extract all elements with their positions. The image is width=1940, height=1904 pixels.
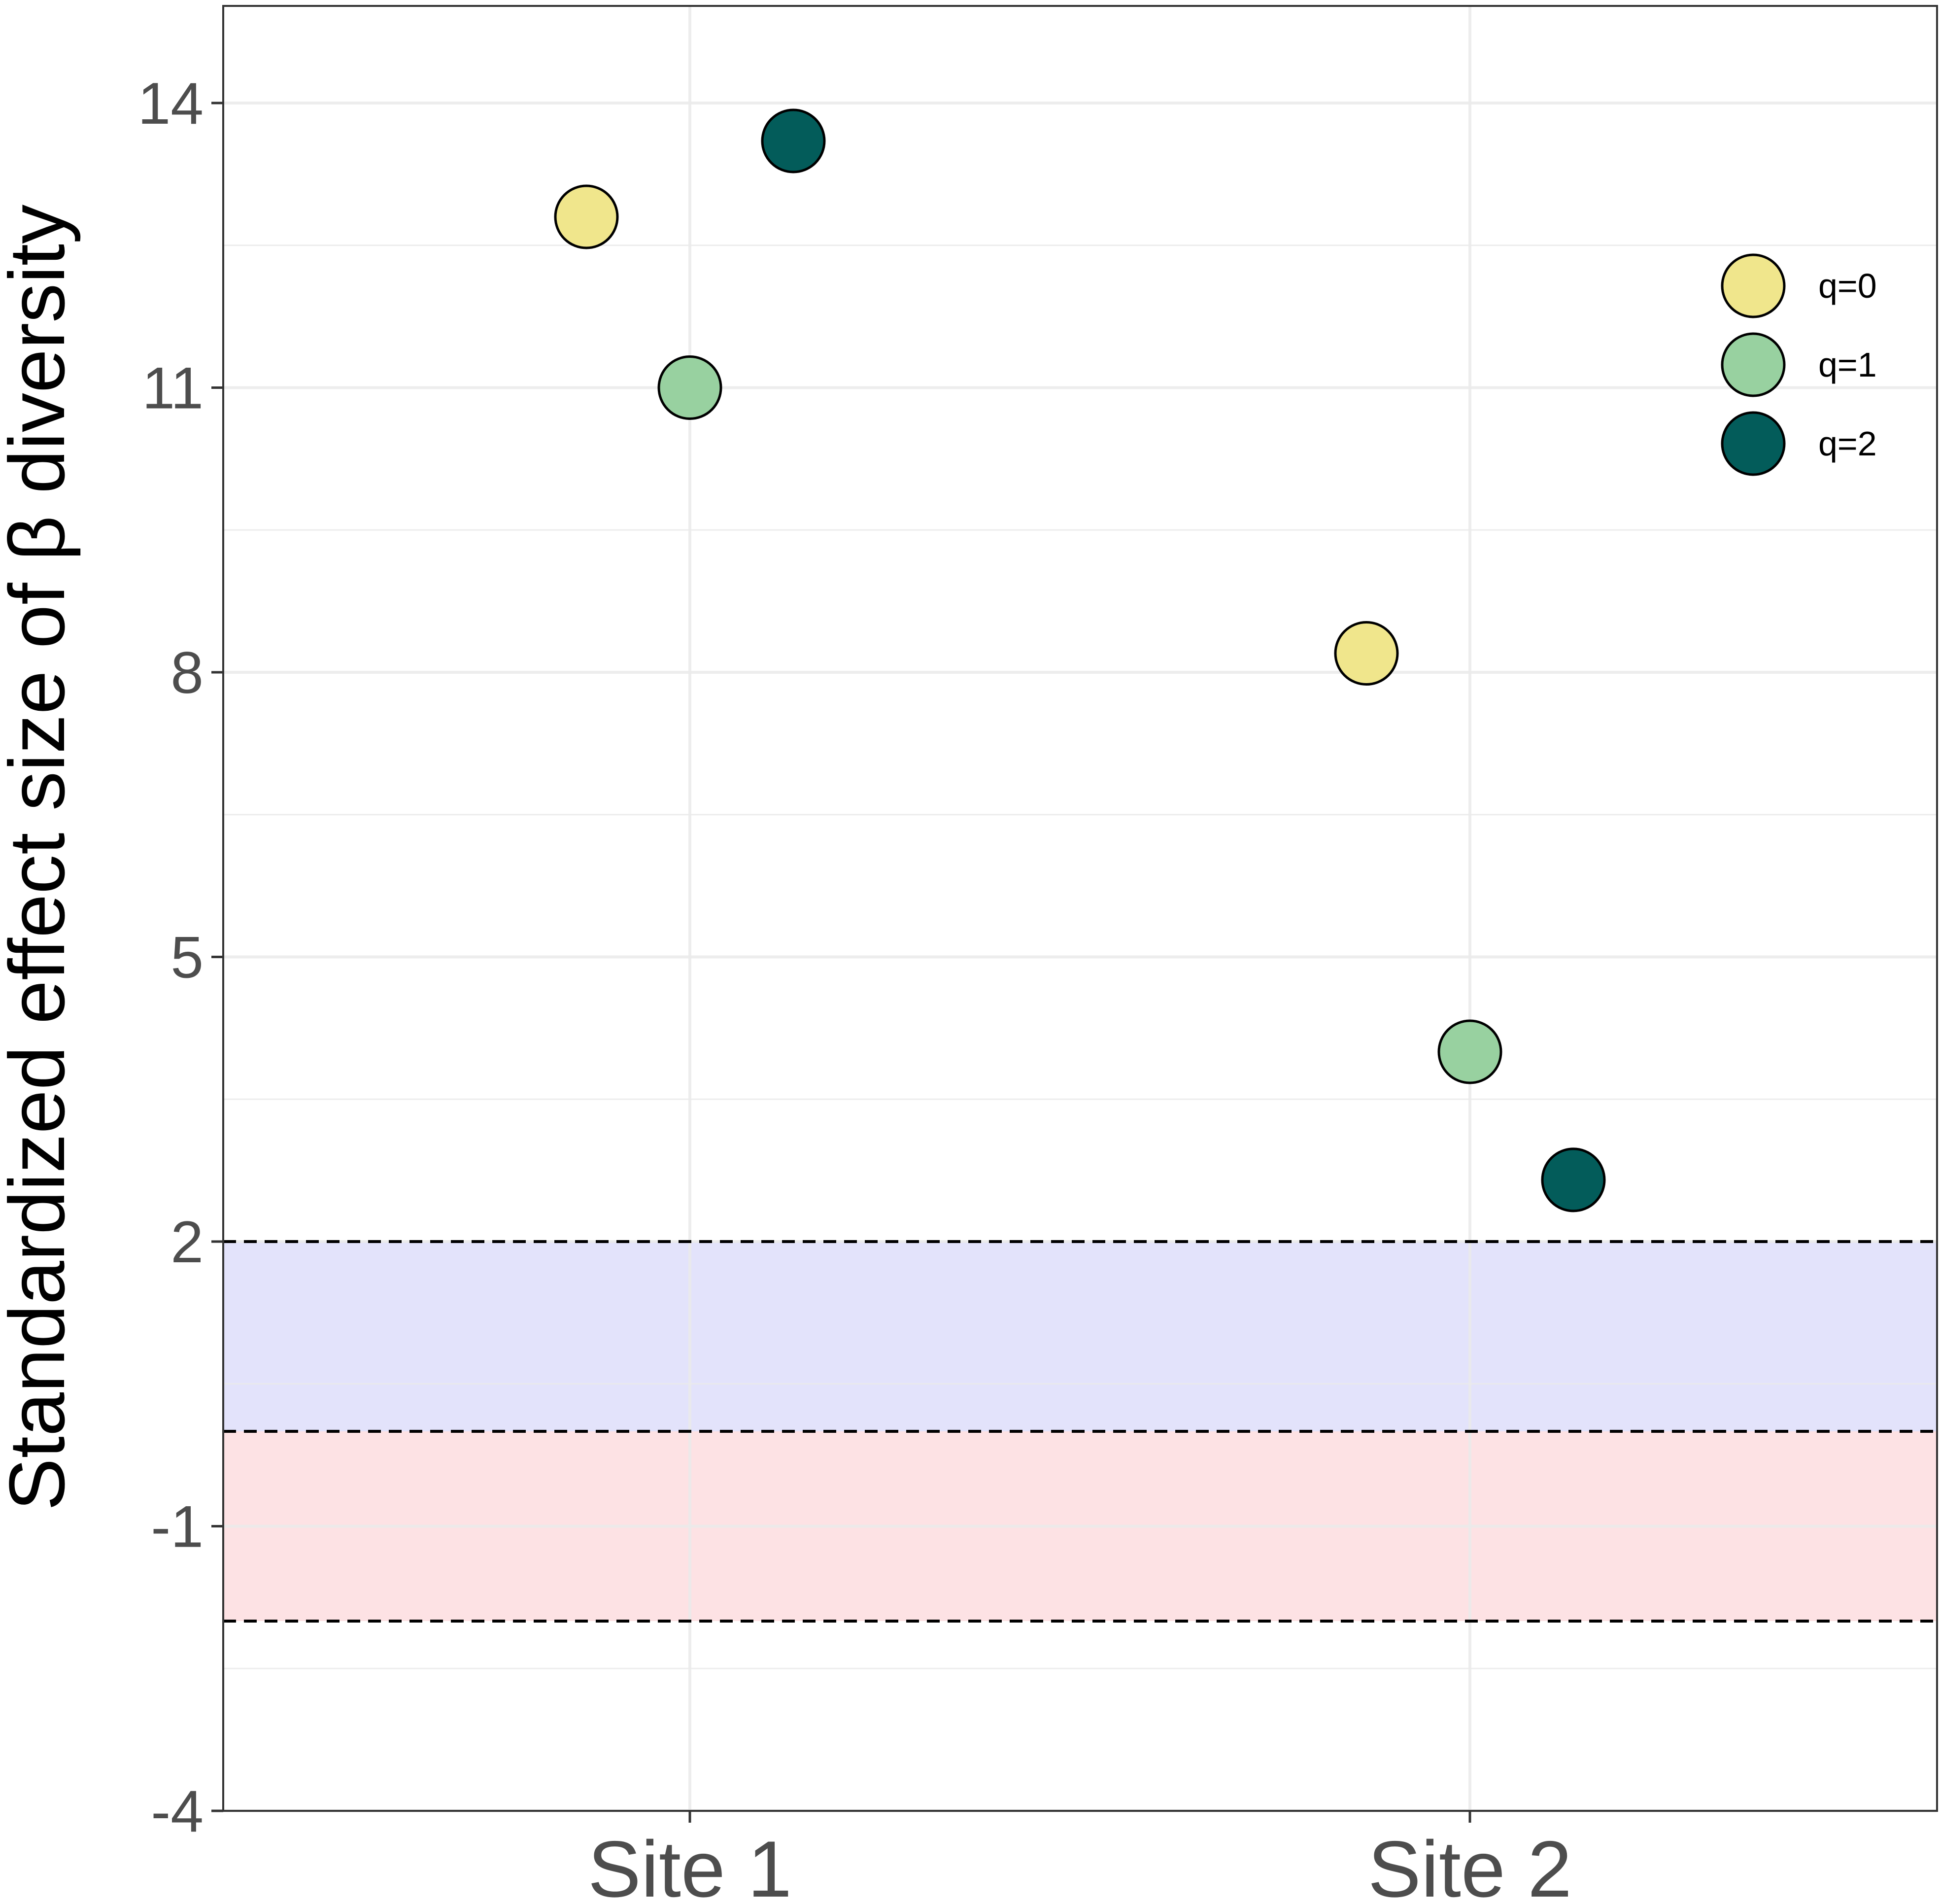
y-tick-label: 11 xyxy=(142,355,204,421)
legend: q=0 q=1 q=2 xyxy=(1721,253,1877,476)
legend-label: q=1 xyxy=(1818,346,1877,384)
point-q=2-site-2 xyxy=(1541,1147,1606,1212)
point-q=0-site-2 xyxy=(1334,621,1399,686)
y-tick-label: 5 xyxy=(170,925,204,991)
y-tick-label: 2 xyxy=(170,1209,204,1275)
legend-key-q=0 xyxy=(1721,253,1786,318)
legend-label: q=0 xyxy=(1818,267,1877,305)
legend-label: q=2 xyxy=(1818,424,1877,463)
legend-key-q=1 xyxy=(1721,332,1786,397)
x-tick-label: Site 1 xyxy=(588,1825,792,1904)
y-tick-label: -4 xyxy=(151,1778,204,1844)
reference-lines xyxy=(223,1240,1937,1623)
y-tick-label: -1 xyxy=(151,1494,204,1560)
y-axis: 14 11 8 5 2 -1 -4 xyxy=(138,70,223,1844)
y-axis-title: Standardized effect size of β diversity xyxy=(0,205,81,1511)
legend-key-q=2 xyxy=(1721,411,1786,476)
point-q=1-site-1 xyxy=(657,355,722,420)
band-0 xyxy=(223,1242,1937,1431)
x-axis: Site 1 Site 2 xyxy=(588,1811,1572,1904)
data-points xyxy=(554,108,1606,1212)
y-tick-label: 8 xyxy=(170,640,204,706)
plot-panel-border xyxy=(222,5,1938,1812)
y-tick-label: 14 xyxy=(138,70,204,137)
point-q=2-site-1 xyxy=(761,108,826,173)
point-q=0-site-1 xyxy=(554,184,619,249)
point-q=1-site-2 xyxy=(1437,1019,1502,1084)
x-tick-label: Site 2 xyxy=(1368,1825,1572,1904)
